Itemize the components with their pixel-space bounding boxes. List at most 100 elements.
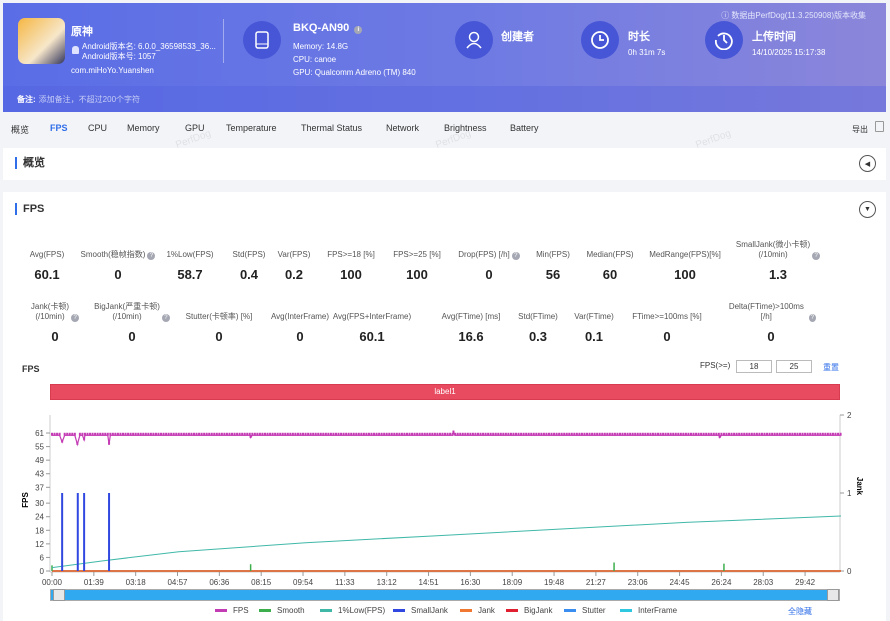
fps-point [294, 433, 296, 436]
fps-point [502, 433, 504, 436]
slider-handle-right[interactable] [827, 589, 839, 601]
fps-point [662, 433, 664, 436]
legend-item-6[interactable]: Stutter [564, 606, 606, 615]
fps-point [74, 433, 76, 436]
fps-point [652, 433, 654, 436]
fps-point [393, 433, 395, 436]
fps-point [259, 433, 261, 436]
time-range-slider[interactable] [50, 589, 840, 601]
fps-point [83, 437, 85, 440]
fps-point [799, 433, 801, 436]
fps-point [469, 433, 471, 436]
legend-item-5[interactable]: BigJank [506, 606, 552, 615]
fps-point [731, 433, 733, 436]
fps-point [639, 433, 641, 436]
x-tick-label: 16:30 [460, 578, 481, 587]
fps-point [254, 433, 256, 436]
fps-point [201, 433, 203, 436]
legend-item-1[interactable]: Smooth [259, 606, 305, 615]
fps-point [414, 433, 416, 436]
fps-point [61, 440, 63, 443]
x-tick-label: 21:27 [586, 578, 607, 587]
fps-point [622, 433, 624, 436]
fps-point [112, 433, 114, 436]
fps-point [695, 433, 697, 436]
fps-point [693, 433, 695, 436]
fps-point [756, 433, 758, 436]
legend-swatch [215, 609, 227, 612]
fps-point [472, 433, 474, 436]
fps-point [251, 433, 253, 436]
fps-point [403, 433, 405, 436]
fps-point [239, 433, 241, 436]
fps-point [743, 433, 745, 436]
fps-point [421, 433, 423, 436]
fps-point [571, 433, 573, 436]
fps-point [373, 433, 375, 436]
fps-point [812, 433, 814, 436]
fps-point [54, 433, 56, 436]
y-tick-label: 24 [35, 513, 44, 522]
fps-point [599, 433, 601, 436]
fps-point [482, 433, 484, 436]
legend-item-2[interactable]: 1%Low(FPS) [320, 606, 385, 615]
fps-point [606, 433, 608, 436]
fps-point [827, 433, 829, 436]
x-tick-label: 13:12 [377, 578, 398, 587]
fps-point [781, 433, 783, 436]
legend-item-7[interactable]: InterFrame [620, 606, 677, 615]
legend-label: Jank [478, 606, 495, 615]
fps-point [81, 433, 83, 436]
y2-tick-label: 0 [847, 567, 852, 576]
fps-point [667, 433, 669, 436]
fps-point [682, 433, 684, 436]
slider-handle-left[interactable] [53, 589, 65, 601]
fps-point [56, 433, 58, 436]
fps-point [566, 433, 568, 436]
fps-point [614, 433, 616, 436]
x-tick-label: 26:24 [711, 578, 732, 587]
fps-point [545, 433, 547, 436]
fps-point [829, 433, 831, 436]
fps-point [685, 433, 687, 436]
fps-point [710, 433, 712, 436]
fps-point [725, 433, 727, 436]
fps-point [267, 433, 269, 436]
fps-point [431, 433, 433, 436]
fps-point [500, 433, 502, 436]
fps-point [736, 433, 738, 436]
fps-point [246, 433, 248, 436]
fps-point [698, 433, 700, 436]
x-tick-label: 09:54 [293, 578, 314, 587]
y-axis-title: FPS [21, 492, 30, 508]
legend-item-0[interactable]: FPS [215, 606, 249, 615]
fps-point [125, 433, 127, 436]
fps-point [299, 433, 301, 436]
fps-point [480, 433, 482, 436]
fps-point [677, 433, 679, 436]
fps-point [761, 433, 763, 436]
legend-item-3[interactable]: SmallJank [393, 606, 448, 615]
legend-label: FPS [233, 606, 249, 615]
fps-point [728, 433, 730, 436]
fps-point [459, 433, 461, 436]
fps-point [490, 433, 492, 436]
fps-point [381, 433, 383, 436]
y-tick-label: 18 [35, 526, 44, 535]
fps-point [510, 433, 512, 436]
hide-all-button[interactable]: 全隐藏 [788, 606, 812, 617]
fps-point [117, 433, 119, 436]
fps-point [368, 433, 370, 436]
fps-point [71, 433, 73, 436]
fps-point [114, 433, 116, 436]
fps-point [715, 433, 717, 436]
fps-point [447, 433, 449, 436]
fps-point [581, 433, 583, 436]
legend-swatch [320, 609, 332, 612]
legend-item-4[interactable]: Jank [460, 606, 495, 615]
fps-point [690, 433, 692, 436]
fps-point [609, 433, 611, 436]
fps-point [398, 433, 400, 436]
fps-point [315, 433, 317, 436]
fps-point [819, 433, 821, 436]
